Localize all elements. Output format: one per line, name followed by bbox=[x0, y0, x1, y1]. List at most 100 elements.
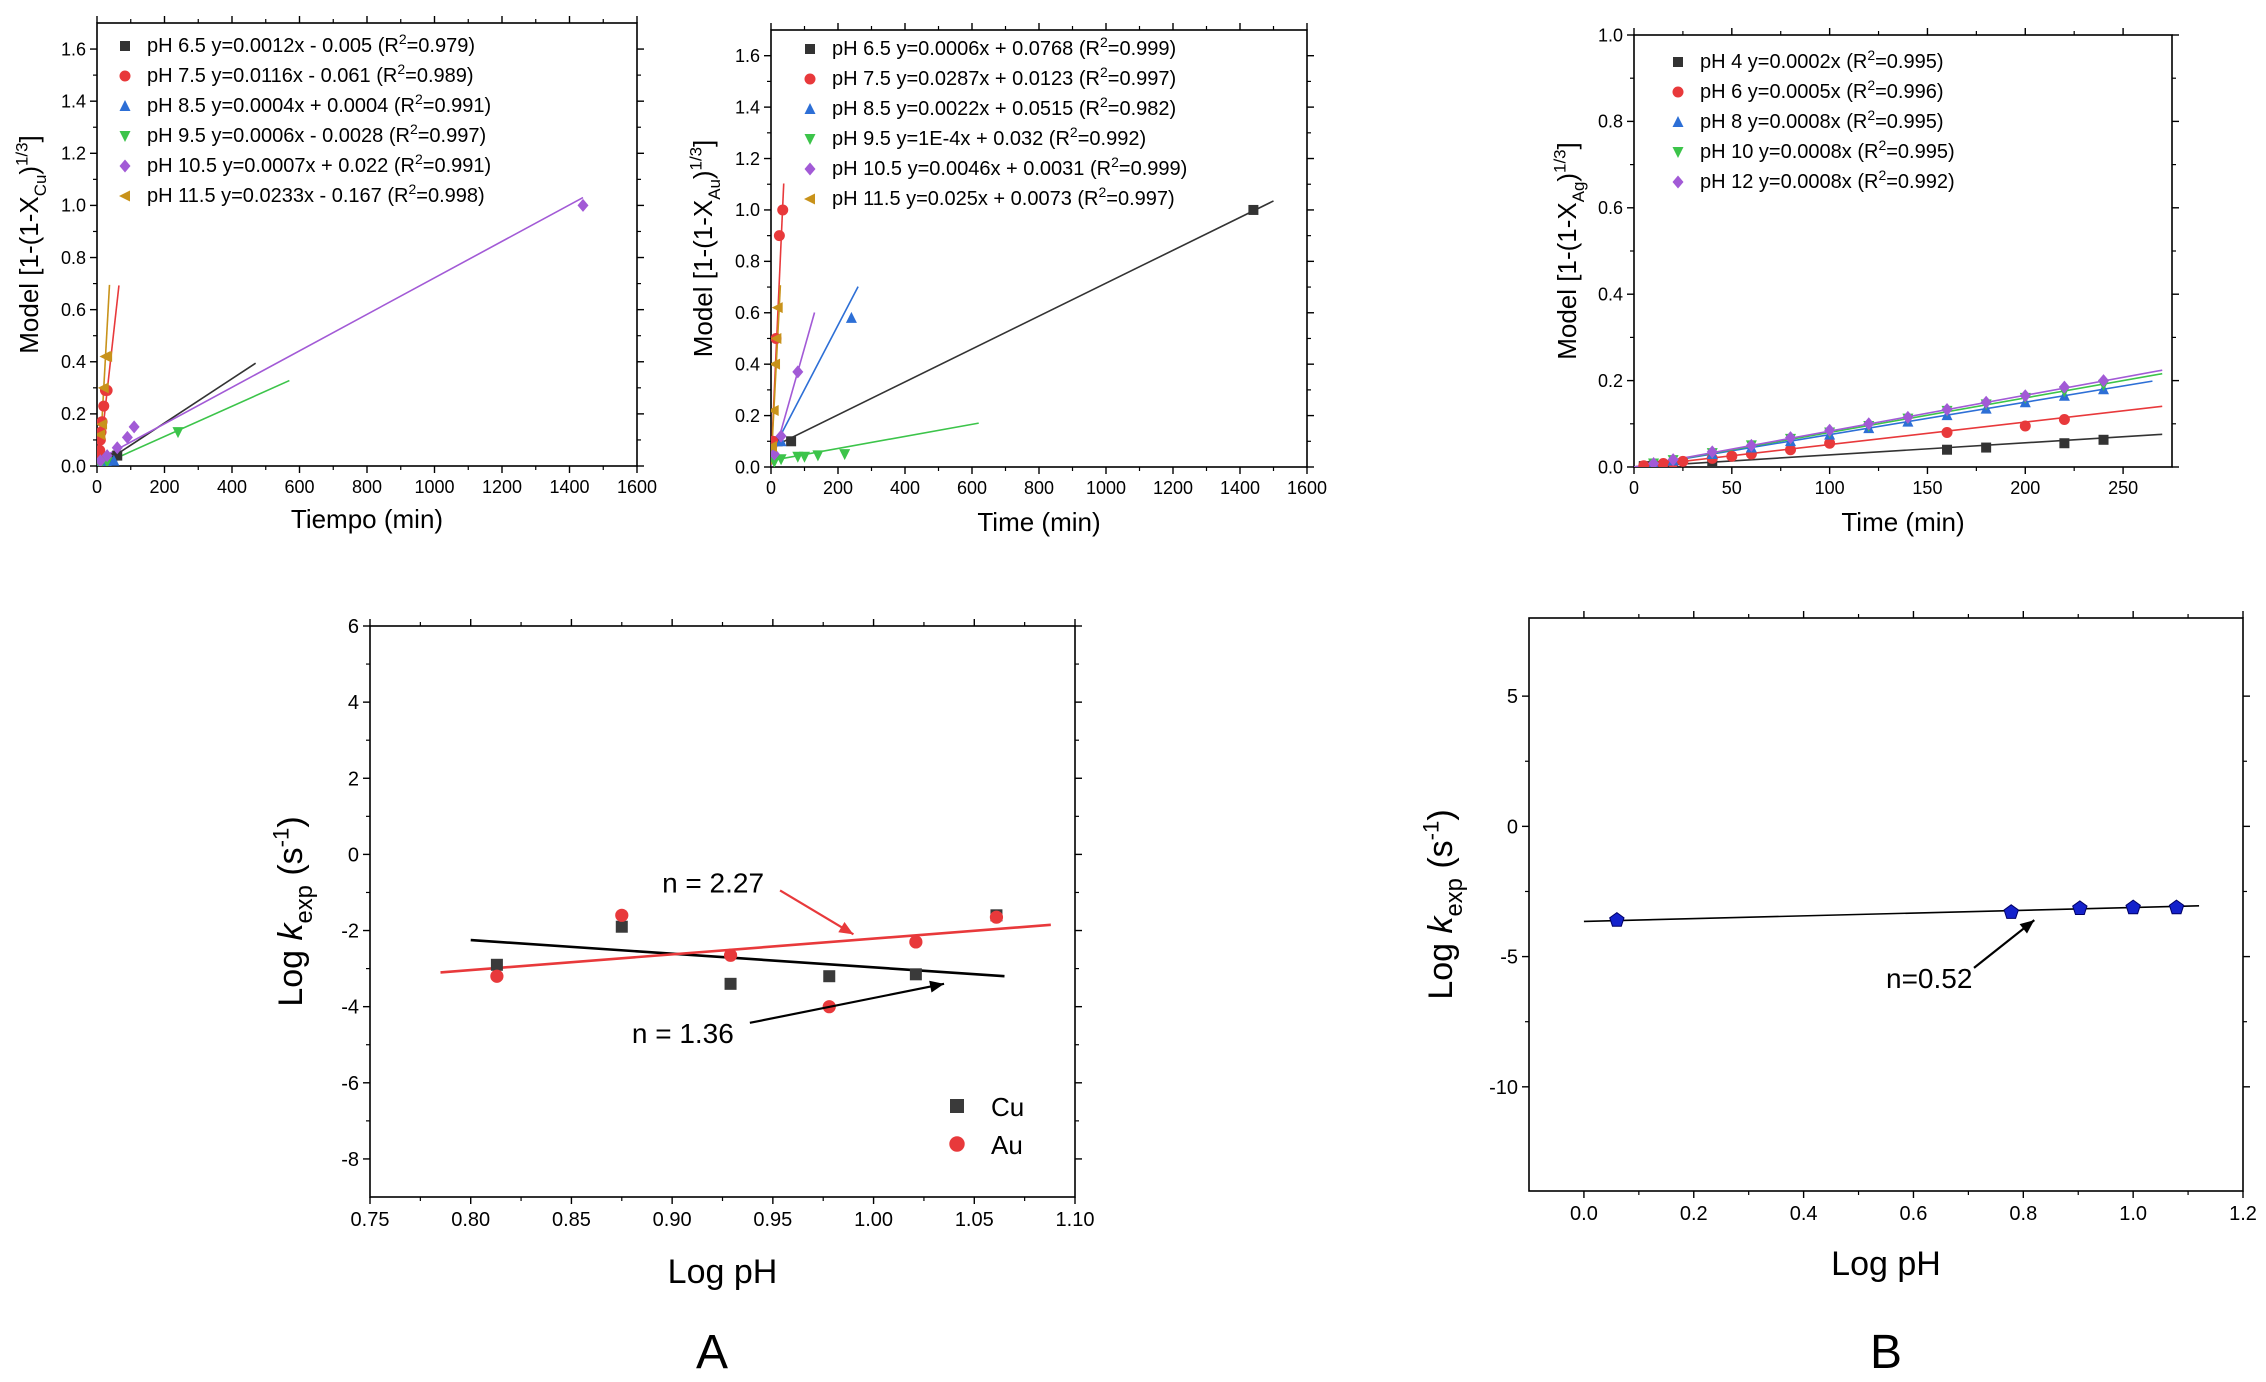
x-axis-label: Tiempo (min) bbox=[291, 504, 443, 534]
data-point bbox=[97, 444, 106, 456]
y-tick-label: 1.4 bbox=[735, 97, 760, 117]
x-tick-label: 1600 bbox=[1287, 478, 1327, 498]
data-point bbox=[2019, 389, 2031, 403]
legend-label: pH 6.5 y=0.0012x - 0.005 (R2=0.979) bbox=[147, 31, 475, 57]
data-point bbox=[615, 920, 628, 933]
data-point bbox=[775, 454, 787, 466]
plot-area bbox=[440, 908, 1051, 1014]
legend-label: pH 8 y=0.0008x (R2=0.995) bbox=[1700, 107, 1944, 133]
data-point bbox=[771, 456, 780, 467]
data-point bbox=[771, 447, 780, 461]
y-tick-label: 0.6 bbox=[735, 303, 760, 323]
data-point bbox=[1677, 455, 1689, 467]
x-tick-label: 1000 bbox=[414, 477, 454, 497]
annotation-arrow bbox=[749, 982, 945, 1024]
chart-A-log-k-vs-log-ph: 0.75 0.80 0.85 0.90 0.95 1.00 1.05 1.10 -8 -6 -4 -2… bbox=[268, 616, 1094, 1379]
x-tick-label: 1200 bbox=[482, 477, 522, 497]
plot-area bbox=[1583, 899, 2200, 927]
data-point bbox=[1248, 204, 1259, 215]
y-axis-label: Model [1-(1-XAg)1/3] bbox=[1551, 142, 1588, 360]
y-tick-label: 0.4 bbox=[735, 354, 760, 374]
annotation-arrowhead bbox=[2019, 920, 2035, 934]
legend-marker bbox=[949, 1136, 965, 1152]
y-tick-label: 1.0 bbox=[1598, 25, 1623, 45]
y-tick-label: 0.8 bbox=[735, 252, 760, 272]
data-point bbox=[1638, 460, 1650, 467]
data-point bbox=[2168, 899, 2185, 915]
legend-item: pH 7.5 y=0.0287x + 0.0123 (R2=0.997) bbox=[804, 64, 1176, 90]
x-tick-label: 0.8 bbox=[2009, 1203, 2037, 1225]
y-tick-label: 6 bbox=[348, 616, 359, 638]
y-tick-label: 0.8 bbox=[1598, 112, 1623, 132]
x-tick-label: 1.00 bbox=[854, 1209, 893, 1231]
fit-line-ph-12 bbox=[1634, 369, 2163, 467]
fit-line-cu bbox=[470, 938, 1005, 978]
chart-cu-kinetics: 0 200 400 600 800 1000 1200 1400 1600 0.0 0.2 0.4 0.… bbox=[13, 16, 657, 534]
legend-label: pH 9.5 y=0.0006x - 0.0028 (R2=0.997) bbox=[147, 121, 486, 147]
x-tick-label: 1.10 bbox=[1056, 1209, 1095, 1231]
fit-line-ph-9.5 bbox=[97, 379, 290, 466]
data-point bbox=[839, 449, 851, 461]
data-point bbox=[1706, 445, 1718, 459]
legend-item: pH 10.5 y=0.0046x + 0.0031 (R2=0.999) bbox=[804, 154, 1187, 180]
data-point bbox=[98, 400, 110, 412]
legend-marker bbox=[804, 193, 815, 205]
data-point bbox=[2058, 380, 2070, 394]
data-point bbox=[2125, 899, 2141, 915]
data-point bbox=[1824, 437, 1836, 449]
x-tick-label: 0.2 bbox=[1680, 1203, 1708, 1225]
data-point bbox=[909, 968, 922, 981]
data-point bbox=[1657, 458, 1669, 467]
legend-item: pH 8.5 y=0.0004x + 0.0004 (R2=0.991) bbox=[119, 91, 491, 117]
data-point bbox=[2019, 420, 2031, 432]
chart-ag-kinetics: 0 50 100 150 200 250 0.0 0.2 0.4 0.6 0.8 1.0 Time (m… bbox=[1551, 25, 2179, 537]
legend-item: Au bbox=[949, 1130, 1023, 1160]
y-tick-label: 4 bbox=[348, 692, 359, 714]
legend-item: pH 8.5 y=0.0022x + 0.0515 (R2=0.982) bbox=[804, 94, 1176, 120]
y-tick-label: 0 bbox=[348, 844, 359, 866]
data-point bbox=[2098, 374, 2110, 388]
x-tick-label: 1400 bbox=[1220, 478, 1260, 498]
plot-area bbox=[97, 196, 589, 466]
annotation-arrowhead bbox=[929, 980, 945, 993]
data-point bbox=[771, 440, 778, 452]
y-axis-label: Log kexp (s-1) bbox=[1418, 809, 1468, 999]
y-tick-label: -6 bbox=[341, 1073, 359, 1095]
legend-marker bbox=[119, 100, 131, 111]
data-point bbox=[823, 970, 836, 983]
plot-frame bbox=[96, 22, 638, 467]
plot-frame bbox=[369, 625, 1076, 1198]
x-tick-label: 800 bbox=[352, 477, 382, 497]
y-tick-label: -4 bbox=[341, 997, 359, 1019]
fit-line-ph-11.5 bbox=[771, 285, 782, 466]
legend-item: pH 4 y=0.0002x (R2=0.995) bbox=[1673, 47, 1944, 73]
y-tick-label: 0.2 bbox=[735, 406, 760, 426]
data-point bbox=[2098, 434, 2109, 445]
data-point bbox=[490, 969, 504, 983]
x-tick-label: 800 bbox=[1024, 478, 1054, 498]
legend-item: pH 6.5 y=0.0006x + 0.0768 (R2=0.999) bbox=[805, 34, 1176, 60]
data-point bbox=[2059, 438, 2070, 449]
legend-item: Cu bbox=[950, 1092, 1024, 1122]
x-tick-label: 600 bbox=[957, 478, 987, 498]
data-point bbox=[777, 204, 789, 216]
data-point bbox=[1667, 453, 1679, 467]
data-point bbox=[812, 450, 824, 462]
annotation-label: n = 2.27 bbox=[662, 867, 764, 898]
data-point bbox=[101, 449, 113, 463]
annotation-label: n=0.52 bbox=[1886, 963, 1972, 994]
data-point bbox=[1941, 426, 1953, 438]
y-tick-label: 0.0 bbox=[735, 457, 760, 477]
y-tick-label: 1.6 bbox=[735, 46, 760, 66]
x-tick-label: 0 bbox=[1629, 478, 1639, 498]
x-tick-label: 1.2 bbox=[2229, 1203, 2257, 1225]
y-tick-label: 0.0 bbox=[1598, 457, 1623, 477]
legend-item: pH 6 y=0.0005x (R2=0.996) bbox=[1672, 77, 1944, 103]
legend-marker bbox=[804, 73, 816, 85]
fit-line-ph-6.5 bbox=[97, 362, 257, 466]
y-tick-label: 1.2 bbox=[61, 144, 86, 164]
legend-marker bbox=[1672, 147, 1684, 158]
legend-marker bbox=[119, 190, 130, 202]
x-tick-label: 0.6 bbox=[1900, 1203, 1928, 1225]
y-tick-label: 1.6 bbox=[61, 39, 86, 59]
